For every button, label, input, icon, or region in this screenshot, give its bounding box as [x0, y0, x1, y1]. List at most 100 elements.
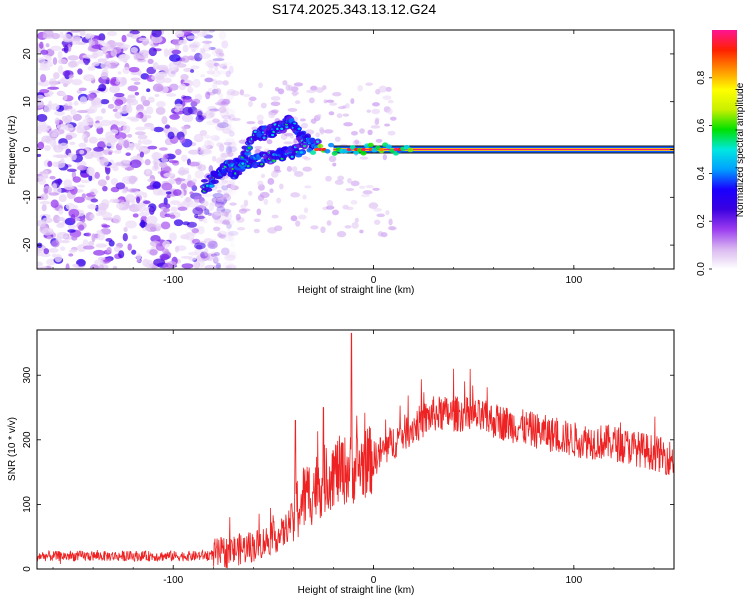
- spectrogram-cell: [156, 64, 169, 71]
- spectrogram-cell: [188, 251, 198, 256]
- spectrogram-cell: [90, 198, 99, 203]
- spectrogram-cell: [134, 91, 140, 96]
- spectrogram-cell: [230, 182, 235, 190]
- spectrogram-cell: [104, 137, 116, 147]
- spectrogram-cell: [192, 207, 204, 215]
- spectrogram-cell: [206, 120, 217, 126]
- spectrogram-cell: [212, 58, 225, 62]
- spectrogram-cell: [227, 146, 238, 153]
- spectrogram-cell: [269, 188, 274, 194]
- spectrogram-cell: [117, 71, 122, 75]
- spectrogram-cell: [58, 58, 68, 65]
- spectrogram-cell: [122, 233, 128, 242]
- spectrogram-cell: [310, 150, 317, 155]
- spectrogram-cell: [212, 88, 218, 93]
- spectrogram-cell: [251, 126, 258, 131]
- spectrogram-cell: [225, 264, 237, 269]
- spectrogram-cell: [271, 214, 279, 219]
- spectrogram-cell: [137, 134, 148, 140]
- spectrogram-cell: [115, 77, 123, 82]
- spectrogram-cell: [350, 130, 358, 136]
- spectrogram-cell: [181, 114, 194, 123]
- spectrogram-cell: [220, 100, 227, 105]
- spectrogram-cell: [293, 82, 304, 87]
- spectrogram-cell: [350, 180, 360, 187]
- spectrogram-cell: [188, 256, 197, 261]
- spectrogram-cell: [248, 190, 253, 196]
- spectrogram-cell: [172, 189, 182, 196]
- spectrogram-cell: [238, 208, 248, 214]
- spectrogram-cell: [137, 139, 142, 146]
- spectrogram-cell: [91, 62, 100, 67]
- spectrogram-cell: [208, 112, 215, 117]
- spectrogram-cell: [70, 30, 81, 33]
- spectrogram-cell: [122, 124, 131, 134]
- spectrogram-cell: [332, 92, 342, 97]
- spectrogram-cell: [52, 57, 58, 65]
- spectrogram-cell: [82, 118, 94, 122]
- spectrogram-cell: [153, 126, 164, 133]
- spectrogram-cell: [88, 90, 101, 94]
- spectrogram-cell: [213, 256, 219, 264]
- spectrogram-cell: [236, 226, 246, 231]
- spectrogram-cell: [82, 125, 91, 131]
- spectrogram-cell: [378, 85, 388, 93]
- spectrogram-cell: [247, 100, 254, 108]
- spectrogram-cell: [106, 247, 112, 254]
- spectrogram-cell: [282, 80, 288, 86]
- spectrogram-cell: [366, 109, 371, 113]
- spectrogram-cell: [70, 108, 77, 116]
- spectrogram-cell: [210, 253, 218, 257]
- spectrogram-cell: [389, 116, 397, 121]
- spectrogram-cell: [65, 105, 73, 109]
- spectrogram-cell: [45, 43, 50, 48]
- spectrogram-cell: [41, 204, 47, 212]
- spectrogram-cell: [283, 141, 293, 145]
- spectrogram-cell: [186, 35, 199, 40]
- spectrogram-cell: [338, 106, 347, 110]
- spectrogram-cell: [350, 98, 355, 105]
- spectrogram-cell: [45, 48, 55, 57]
- snr-ytick-label: 0: [22, 566, 33, 572]
- spectrogram-cell: [82, 54, 94, 59]
- spectrogram-cell: [129, 142, 134, 151]
- spectrogram-cell: [130, 47, 139, 53]
- spectrogram-cell: [130, 77, 141, 81]
- spectrogram-cell: [41, 227, 54, 236]
- spectrogram-cell: [207, 105, 217, 111]
- spectrogram-cell: [37, 94, 45, 100]
- spectrogram-ylabel: Frequency (Hz): [7, 116, 18, 185]
- spectrogram-cell: [140, 95, 147, 103]
- spectrogram-cell: [152, 181, 161, 189]
- spectrogram-cell: [225, 70, 231, 78]
- spectrogram-cell: [52, 154, 63, 158]
- spectrogram-cell: [101, 211, 113, 219]
- spectrogram-cell: [88, 136, 98, 144]
- spectrogram-cell: [137, 69, 142, 77]
- spectrogram-cell: [235, 170, 243, 176]
- spectrogram-cell: [155, 225, 162, 230]
- spectrogram-cell: [302, 166, 312, 172]
- spectrogram-cell: [329, 102, 338, 106]
- spectrogram-cell: [316, 140, 320, 143]
- spectrogram-cell: [213, 254, 221, 263]
- spectrogram-cell: [121, 44, 131, 49]
- spectrogram-cell: [160, 221, 171, 230]
- spectrogram-cell: [68, 74, 74, 79]
- spectrogram-cell: [117, 54, 129, 62]
- spectrogram-cell: [42, 30, 54, 38]
- spectrogram-cell: [71, 235, 78, 241]
- spectrogram-cell: [270, 96, 281, 101]
- spectrogram-cell: [66, 168, 77, 172]
- spectrogram-cell: [113, 246, 121, 253]
- spectrogram-cell: [385, 144, 392, 149]
- spectrogram-cell: [132, 213, 139, 218]
- spectrogram-cell: [354, 217, 359, 223]
- spectrogram-cell: [76, 258, 86, 267]
- spectrogram-cell: [208, 46, 216, 51]
- spectrogram-cell: [179, 136, 186, 144]
- spectrogram-cell: [90, 53, 98, 59]
- spectrogram-cell: [382, 154, 388, 161]
- spectrogram-cell: [126, 33, 134, 38]
- spectrogram-cell: [37, 261, 43, 267]
